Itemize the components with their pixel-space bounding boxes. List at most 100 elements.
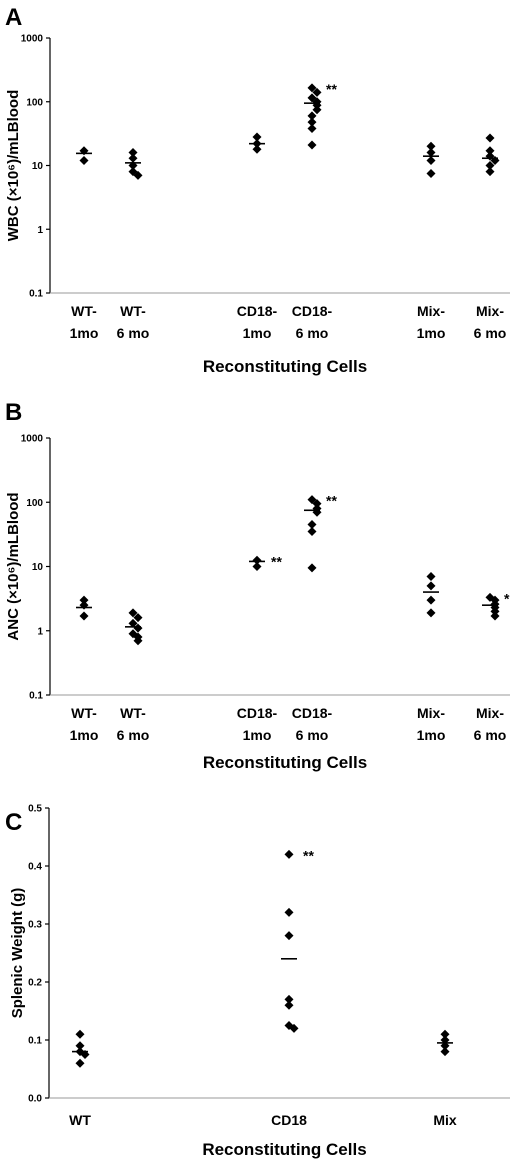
group-5: * Mix- 6 mo <box>474 590 510 743</box>
data-point <box>312 499 322 509</box>
data-point <box>128 618 138 628</box>
significance-marker: ** <box>303 847 314 863</box>
category-label: 1mo <box>243 727 272 743</box>
data-point <box>485 167 495 177</box>
y-tick-label: 100 <box>26 97 43 108</box>
data-point <box>440 1029 450 1039</box>
panel-letter: A <box>5 4 22 31</box>
data-point <box>485 146 495 156</box>
y-tick-label: 0.1 <box>28 1036 42 1047</box>
data-point <box>426 608 436 618</box>
data-point <box>128 147 138 157</box>
significance-marker: ** <box>326 493 337 509</box>
data-point <box>284 931 294 941</box>
group-0: WT <box>69 1029 91 1128</box>
data-point <box>133 636 143 646</box>
x-axis-title: Reconstituting Cells <box>203 753 367 772</box>
category-label: WT- <box>71 303 97 319</box>
data-point <box>440 1047 450 1057</box>
y-tick-label: 0.3 <box>28 920 42 931</box>
y-tick-label: 1 <box>37 225 43 236</box>
y-tick-label: 10 <box>32 161 44 172</box>
data-point <box>312 87 322 97</box>
data-point <box>284 849 294 859</box>
group-1: WT- 6 mo <box>117 147 150 341</box>
group-4: Mix- 1mo <box>417 141 446 341</box>
data-point <box>79 595 89 605</box>
x-axis-title: Reconstituting Cells <box>202 1140 366 1159</box>
panel-letter: C <box>5 809 22 836</box>
data-point <box>426 595 436 605</box>
data-point <box>284 1000 294 1010</box>
data-point <box>490 606 500 616</box>
data-point <box>79 611 89 621</box>
data-point <box>307 520 317 530</box>
category-label: CD18- <box>292 303 333 319</box>
data-point <box>312 105 322 115</box>
y-tick-label: 100 <box>26 498 43 509</box>
data-point <box>485 161 495 170</box>
category-label: 1mo <box>417 727 446 743</box>
category-label: CD18 <box>271 1112 307 1128</box>
y-tick-label: 0.1 <box>29 289 43 300</box>
significance-marker: ** <box>326 81 337 97</box>
group-3: ** CD18- 6 mo <box>292 81 338 341</box>
y-axis-title: ANC (×10⁶)/mLBlood <box>5 492 22 640</box>
y-tick-label: 1 <box>37 626 43 637</box>
y-tick-label: 0.4 <box>28 862 42 873</box>
data-point <box>426 168 436 178</box>
data-point <box>307 563 317 573</box>
panel-letter: B <box>5 399 22 426</box>
y-tick-label: 1000 <box>21 34 44 45</box>
y-tick-label: 0.5 <box>28 804 42 815</box>
category-label: CD18- <box>237 705 278 721</box>
category-label: Mix- <box>476 303 504 319</box>
data-point <box>485 133 495 143</box>
chart-panel-b: B 0.1 1 10 100 1000 ANC (×10⁶)/mLBlood Reconsti… <box>5 399 510 772</box>
data-point <box>307 111 317 121</box>
y-tick-label: 0.2 <box>28 978 42 989</box>
category-label: CD18- <box>237 303 278 319</box>
data-point <box>426 147 436 157</box>
data-point <box>307 140 317 150</box>
category-label: 1mo <box>417 325 446 341</box>
data-point <box>128 153 138 163</box>
category-label: 1mo <box>70 727 99 743</box>
data-point <box>252 132 262 142</box>
category-label: 6 mo <box>296 727 329 743</box>
group-5: Mix- 6 mo <box>474 133 506 341</box>
data-point <box>252 144 262 154</box>
data-point <box>75 1058 85 1068</box>
data-point <box>426 571 436 581</box>
category-label: WT <box>69 1112 91 1128</box>
data-point <box>289 1023 299 1033</box>
group-2: CD18- 1mo <box>237 132 278 341</box>
y-axis-title: Splenic Weight (g) <box>9 888 26 1019</box>
category-label: Mix <box>433 1112 457 1128</box>
data-point <box>79 155 89 165</box>
chart-panel-a: A 0.1 1 10 100 1000 WBC (×10⁶)/mLBlood Reconsti… <box>5 4 510 376</box>
category-label: 6 mo <box>117 325 150 341</box>
group-4: Mix- 1mo <box>417 571 446 743</box>
y-tick-label: 0.0 <box>28 1094 42 1105</box>
category-label: Mix- <box>417 705 445 721</box>
category-label: WT- <box>120 303 146 319</box>
x-axis-title: Reconstituting Cells <box>203 357 367 376</box>
data-point <box>426 155 436 165</box>
group-1: ** CD18 <box>271 847 314 1128</box>
group-0: WT- 1mo <box>70 595 99 743</box>
data-point <box>307 495 317 505</box>
category-label: 1mo <box>70 325 99 341</box>
group-1: WT- 6 mo <box>117 608 149 743</box>
y-axis-title: WBC (×10⁶)/mLBlood <box>5 90 22 242</box>
data-point <box>490 611 500 621</box>
category-label: Mix- <box>417 303 445 319</box>
data-point <box>75 1041 85 1051</box>
data-point <box>79 600 89 610</box>
data-point <box>307 83 317 93</box>
y-tick-label: 0.1 <box>29 691 43 702</box>
category-label: 1mo <box>243 325 272 341</box>
group-2: Mix <box>433 1029 457 1128</box>
data-point <box>284 994 294 1004</box>
